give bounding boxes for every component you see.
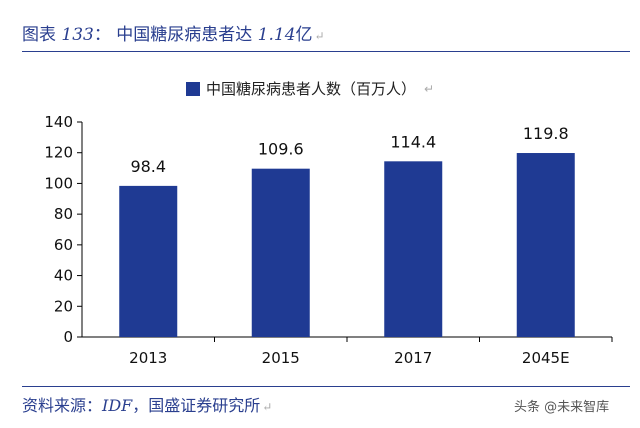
title-colon: ： [93,25,111,45]
source-rest: ，国盛证券研究所 [132,396,261,415]
y-tick-label: 140 [44,113,73,131]
top-divider [22,51,630,52]
title-number: 1.14 [257,25,296,45]
title-text: 中国糖尿病患者达 [116,25,253,45]
y-tick-label: 20 [54,297,73,315]
figure-title: 图表 133： 中国糖尿病患者达 1.14亿 ↵ [22,20,325,45]
figure-label: 图表 [22,25,56,45]
x-tick-label: 2045E [522,349,570,367]
y-tick-label: 0 [63,328,73,346]
return-mark-icon: ↵ [314,29,325,43]
source-idf: IDF [102,396,133,415]
data-label: 119.8 [523,124,569,143]
bar [516,153,575,337]
y-tick-label: 40 [54,267,73,285]
data-label: 109.6 [258,140,304,159]
y-tick-label: 120 [44,144,73,162]
legend-label: 中国糖尿病患者人数（百万人） [206,80,417,98]
chart-legend: 中国糖尿病患者人数（百万人） ↵ [186,78,434,99]
source-label: 资料来源： [22,396,103,415]
legend-swatch [186,81,200,96]
bar [119,185,178,337]
bar [384,161,443,337]
x-tick-label: 2013 [129,349,167,367]
x-tick-label: 2015 [262,349,300,367]
x-tick-label: 2017 [394,349,432,367]
data-label: 114.4 [390,132,436,151]
bar [251,168,310,337]
source-note: 资料来源：IDF，国盛证券研究所 ↵ [22,392,272,416]
bottom-divider [22,386,630,387]
y-tick-label: 80 [54,205,73,223]
return-mark-icon: ↵ [262,400,273,414]
figure-number: 133 [61,25,94,45]
data-label: 98.4 [130,157,166,176]
y-tick-label: 100 [44,174,73,192]
return-mark-icon: ↵ [424,81,435,96]
title-unit: 亿 [295,25,313,45]
y-tick-label: 60 [54,236,73,254]
watermark: 头条 @未来智库 [512,396,612,415]
